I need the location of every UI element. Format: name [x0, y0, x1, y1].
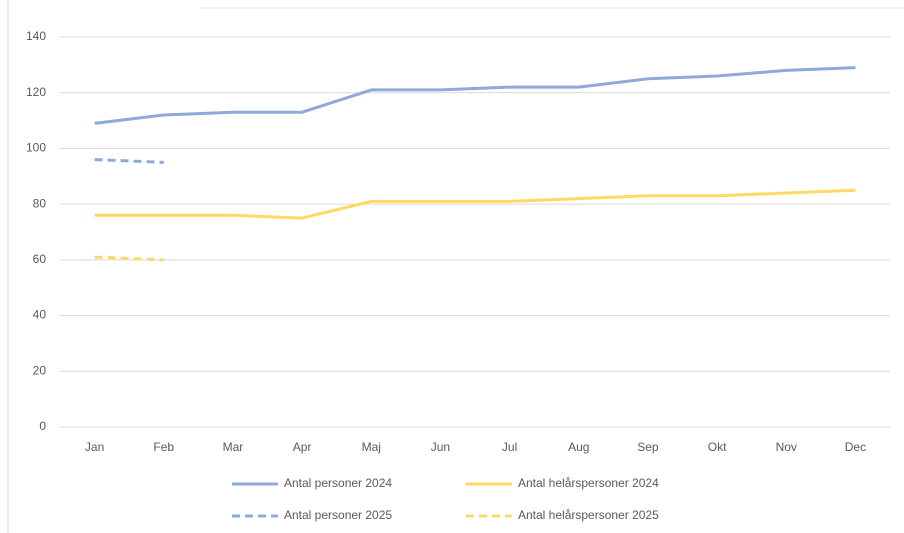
y-tick-label: 0 [39, 419, 46, 433]
x-tick-label: Sep [637, 440, 659, 454]
y-tick-label: 120 [26, 85, 46, 99]
x-tick-label: Nov [776, 440, 797, 454]
x-tick-label: Okt [708, 440, 727, 454]
series-line [94, 188, 856, 220]
x-tick-label: Maj [362, 440, 381, 454]
y-tick-label: 20 [33, 363, 47, 377]
x-tick-label: Jun [431, 440, 450, 454]
x-tick-label: Apr [293, 440, 312, 454]
y-tick-label: 140 [26, 29, 46, 43]
x-tick-label: Jul [502, 440, 517, 454]
series-line [94, 66, 856, 125]
y-tick-label: 60 [33, 252, 47, 266]
x-tick-label: Aug [568, 440, 589, 454]
x-tick-label: Dec [845, 440, 866, 454]
series-line [94, 255, 164, 262]
legend-label: Antal helårspersoner 2024 [518, 476, 659, 490]
x-tick-label: Feb [153, 440, 174, 454]
y-tick-label: 40 [33, 308, 47, 322]
x-tick-label: Jan [85, 440, 104, 454]
legend-label: Antal helårspersoner 2025 [518, 508, 659, 522]
legend-label: Antal personer 2024 [284, 476, 392, 490]
legend-label: Antal personer 2025 [284, 508, 392, 522]
x-tick-label: Mar [223, 440, 244, 454]
series-line [94, 158, 164, 164]
y-tick-label: 80 [33, 196, 47, 210]
y-tick-label: 100 [26, 141, 46, 155]
